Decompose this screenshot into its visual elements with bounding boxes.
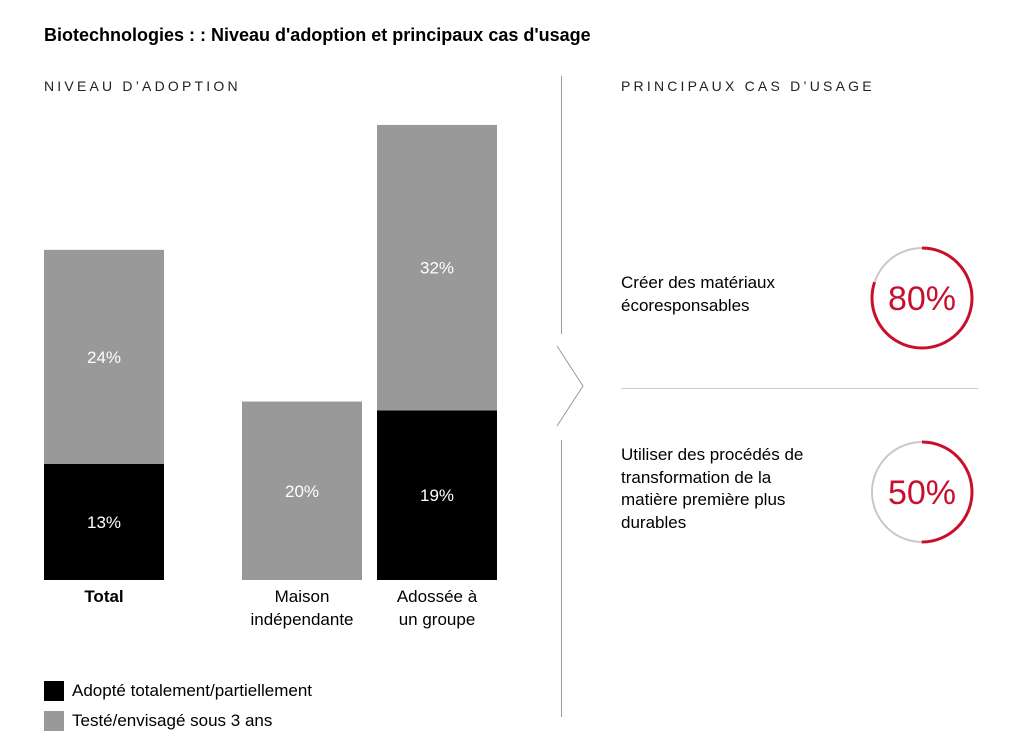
legend-item-tested: Testé/envisagé sous 3 ans [44, 711, 272, 731]
section-divider-bottom [561, 440, 562, 717]
data-label-adopted-2: 19% [420, 486, 454, 505]
category-label-1-line-0: Maison [275, 587, 330, 606]
use-cases-section-label: PRINCIPAUX CAS D’USAGE [621, 78, 875, 94]
ring-value-2: 50% [888, 474, 956, 512]
category-label-1-line-1: indépendante [250, 610, 353, 629]
adoption-section-label: NIVEAU D’ADOPTION [44, 78, 241, 94]
use-case-separator [621, 388, 978, 389]
data-label-tested-2: 32% [420, 259, 454, 278]
use-case-ring-1: 80% [870, 246, 974, 350]
data-label-tested-0: 24% [87, 348, 121, 367]
chevron-right-icon [556, 345, 584, 427]
legend-swatch-adopted [44, 681, 64, 701]
use-case-text-1: Créer des matériaux écoresponsables [621, 273, 776, 315]
page-title: Biotechnologies : : Niveau d'adoption et… [44, 25, 591, 45]
section-divider-top [561, 76, 562, 334]
ring-progress-2 [870, 440, 974, 544]
bar-adopted-2 [377, 410, 497, 580]
data-label-tested-1: 20% [285, 482, 319, 501]
bar-tested-0 [44, 249, 164, 464]
use-case-text-2: Utiliser des procédés de transformation … [621, 445, 804, 532]
legend-swatch-tested [44, 711, 64, 731]
category-label-0-line-0: Total [84, 587, 123, 606]
category-label-2-line-1: un groupe [399, 610, 476, 629]
bar-tested-2 [377, 124, 497, 411]
bar-adopted-0 [44, 464, 164, 580]
legend-item-adopted: Adopté totalement/partiellement [44, 681, 312, 701]
data-label-adopted-0: 13% [87, 513, 121, 532]
legend-label-adopted: Adopté totalement/partiellement [72, 681, 313, 700]
category-label-2-line-0: Adossée à [397, 587, 478, 606]
use-case-ring-2: 50% [870, 440, 974, 544]
adoption-bar-chart: 13% 24% Total 20% Maison indépendante 19% 32% Ad… [44, 124, 497, 629]
ring-progress-1 [870, 246, 974, 350]
ring-value-1: 80% [888, 280, 956, 318]
legend-label-tested: Testé/envisagé sous 3 ans [72, 711, 273, 730]
bar-tested-1 [242, 401, 362, 580]
